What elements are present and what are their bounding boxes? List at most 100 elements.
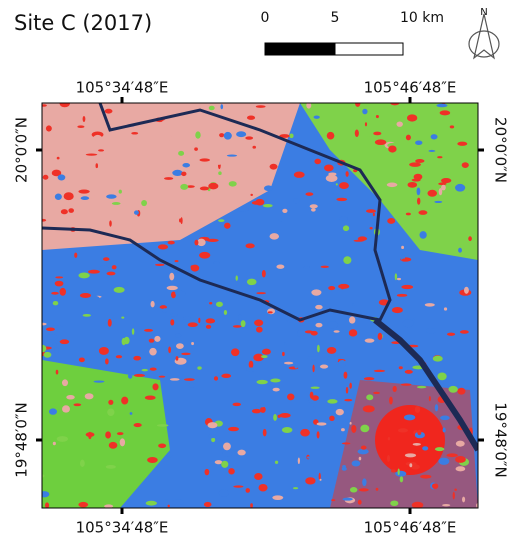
land-cover-patch [246, 488, 250, 493]
land-cover-patch [365, 122, 367, 126]
land-cover-patch [431, 134, 438, 139]
land-cover-patch [268, 311, 273, 313]
land-cover-patch [350, 422, 352, 425]
land-cover-patch [62, 405, 70, 412]
land-cover-patch [398, 468, 400, 475]
land-cover-patch [221, 461, 228, 468]
land-cover-patch [78, 189, 89, 193]
land-cover-image [38, 100, 481, 508]
land-cover-patch [81, 196, 89, 200]
land-cover-patch [212, 161, 224, 165]
land-cover-patch [427, 190, 437, 197]
land-cover-patch [446, 453, 458, 457]
land-cover-patch [164, 177, 173, 180]
land-cover-patch [398, 428, 408, 432]
map-figure: Site C (2017) 0 5 10 km N 105°34′48″E 10… [0, 0, 517, 544]
land-cover-patch [223, 443, 231, 451]
land-cover-patch [80, 293, 91, 298]
land-cover-patch [432, 483, 438, 489]
land-cover-patch [314, 159, 321, 165]
land-cover-patch [154, 336, 160, 342]
land-cover-patch [175, 333, 181, 337]
land-cover-patch [441, 185, 446, 191]
land-cover-patch [46, 327, 55, 331]
land-cover-patch [47, 334, 57, 340]
land-cover-patch [297, 330, 304, 337]
land-cover-patch [175, 291, 185, 297]
land-cover-patch [305, 192, 313, 196]
land-cover-patch [351, 425, 356, 433]
land-cover-patch [168, 241, 175, 245]
land-cover-patch [106, 465, 116, 469]
land-cover-patch [112, 265, 117, 269]
land-cover-patch [60, 339, 69, 344]
land-cover-patch [311, 387, 320, 389]
land-cover-patch [116, 355, 122, 358]
land-cover-patch [272, 495, 283, 500]
land-cover-patch [256, 105, 266, 108]
land-cover-patch [397, 278, 401, 280]
land-cover-patch [252, 409, 261, 414]
land-cover-patch [420, 475, 431, 479]
land-cover-patch [222, 451, 232, 457]
land-cover-patch [414, 174, 423, 180]
land-cover-patch [434, 201, 442, 203]
land-cover-patch [169, 135, 172, 141]
land-cover-patch [180, 184, 188, 190]
land-cover-patch [119, 190, 122, 194]
land-cover-patch [392, 307, 403, 313]
land-cover-patch [328, 172, 336, 175]
land-cover-patch [355, 100, 360, 107]
land-cover-patch [435, 404, 438, 411]
land-cover-patch [214, 376, 218, 380]
land-cover-patch [328, 321, 339, 328]
land-cover-patch [262, 349, 271, 355]
land-cover-patch [172, 170, 182, 176]
land-cover-patch [141, 200, 147, 206]
land-cover-patch [456, 441, 465, 447]
scale-bar-segment [335, 43, 403, 55]
coordinate-label: 105°46′48″E [364, 79, 457, 97]
land-cover-patch [224, 132, 232, 140]
land-cover-patch [276, 264, 284, 268]
land-cover-patch [374, 370, 386, 372]
land-cover-patch [312, 365, 314, 373]
land-cover-patch [256, 380, 267, 384]
land-cover-patch [206, 318, 216, 323]
land-cover-patch [413, 443, 421, 446]
land-cover-patch [232, 168, 241, 173]
land-cover-patch [168, 505, 170, 508]
land-cover-patch [317, 422, 327, 425]
land-cover-patch [79, 357, 85, 362]
land-cover-patch [373, 213, 375, 216]
land-cover-patch [282, 427, 293, 433]
land-cover-patch [55, 194, 62, 200]
land-cover-patch [468, 236, 472, 241]
land-cover-patch [359, 488, 369, 491]
land-cover-patch [83, 314, 91, 317]
land-cover-patch [315, 323, 322, 328]
land-cover-patch [219, 133, 224, 137]
land-cover-patch [455, 184, 465, 192]
land-cover-patch [353, 240, 364, 242]
land-cover-patch [231, 348, 239, 356]
land-cover-patch [149, 339, 155, 343]
land-cover-patch [176, 356, 179, 361]
land-cover-patch [81, 147, 83, 152]
land-cover-patch [415, 141, 422, 145]
land-cover-patch [53, 343, 57, 347]
land-cover-patch [172, 499, 184, 505]
land-cover-patch [464, 287, 469, 294]
land-cover-patch [349, 329, 357, 336]
land-cover-patch [284, 362, 293, 365]
land-cover-patch [442, 504, 450, 506]
land-cover-patch [395, 273, 397, 280]
land-cover-patch [373, 132, 381, 136]
land-cover-patch [197, 366, 201, 369]
land-cover-patch [311, 208, 316, 211]
land-cover-patch [120, 438, 125, 446]
land-cover-patch [219, 489, 229, 497]
land-cover-patch [105, 358, 109, 364]
land-cover-patch [419, 231, 426, 239]
land-cover-patch [440, 110, 451, 115]
